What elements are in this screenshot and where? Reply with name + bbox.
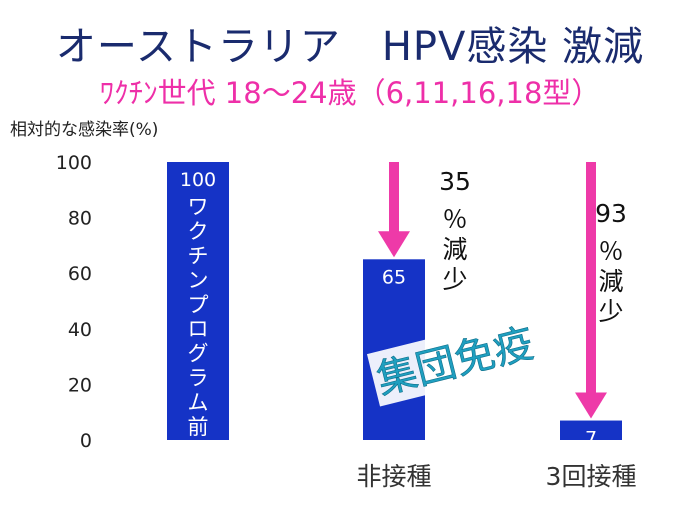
- arrow-head-0: [378, 231, 410, 258]
- x-category-1: 非接種: [356, 462, 431, 491]
- x-category-2: 3回接種: [546, 462, 637, 491]
- drop-arrow-0: [378, 162, 410, 258]
- y-axis-label: 相対的な感染率(%): [10, 120, 158, 140]
- y-axis: 0 20 40 60 80 100: [56, 152, 92, 452]
- x-axis: 非接種 3回接種: [356, 462, 636, 491]
- y-tick-0: 0: [80, 430, 92, 452]
- arrows: 35 ％減少 93 ％減少: [378, 162, 627, 419]
- arrow-shaft-0: [389, 162, 399, 234]
- reduction-label-1: 93 ％減少: [595, 199, 627, 326]
- bar-annotation-0: ワクチンプログラム前: [188, 195, 209, 439]
- chart-subtitle: ﾜｸﾁﾝ世代 18～24歳（6,11,16,18型）: [99, 76, 601, 110]
- y-tick-60: 60: [68, 263, 92, 285]
- arrow-head-1: [575, 392, 607, 419]
- drop-arrow-1: [575, 162, 607, 419]
- bar-2: [560, 420, 622, 440]
- bar-0: [167, 162, 229, 440]
- bar-value-label-1: 65: [382, 266, 406, 288]
- bar-value-label-0: 100: [180, 169, 216, 191]
- bar-value-label-2: 7: [585, 428, 597, 450]
- y-tick-100: 100: [56, 152, 92, 174]
- y-tick-40: 40: [68, 319, 92, 341]
- y-tick-80: 80: [68, 208, 92, 230]
- y-tick-20: 20: [68, 374, 92, 396]
- chart-title: オーストラリア HPV感染 激減: [55, 24, 645, 70]
- reduction-label-0: 35 ％減少: [439, 167, 471, 294]
- arrow-shaft-1: [586, 162, 596, 395]
